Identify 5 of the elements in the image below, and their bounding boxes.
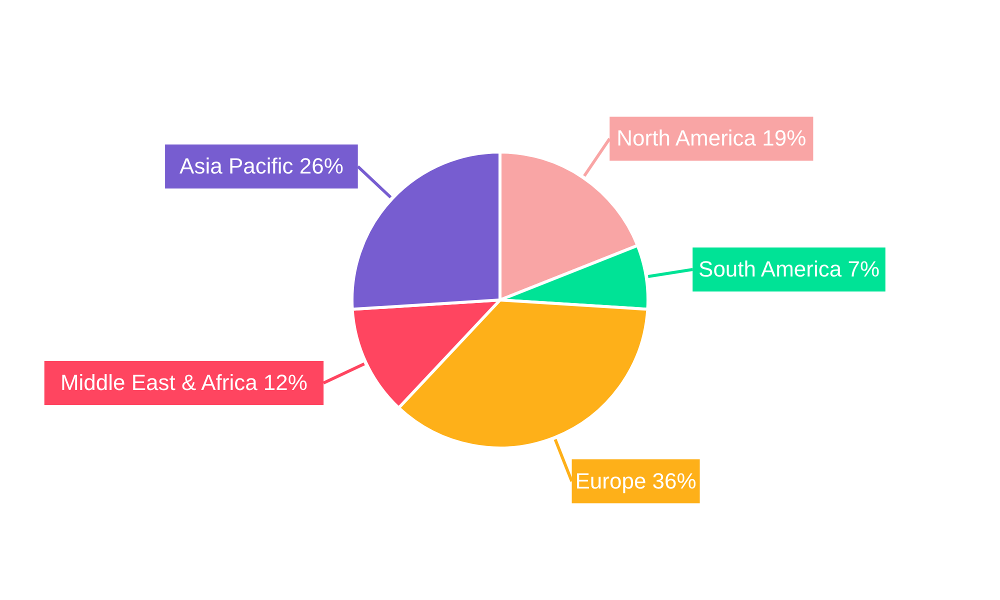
slice-label: Asia Pacific 26%	[180, 154, 344, 179]
slice-label: North America 19%	[616, 126, 806, 151]
slice-label: Middle East & Africa 12%	[60, 370, 308, 396]
slice-label: Europe 36%	[575, 468, 696, 494]
slice-label: South America 7%	[698, 256, 880, 282]
